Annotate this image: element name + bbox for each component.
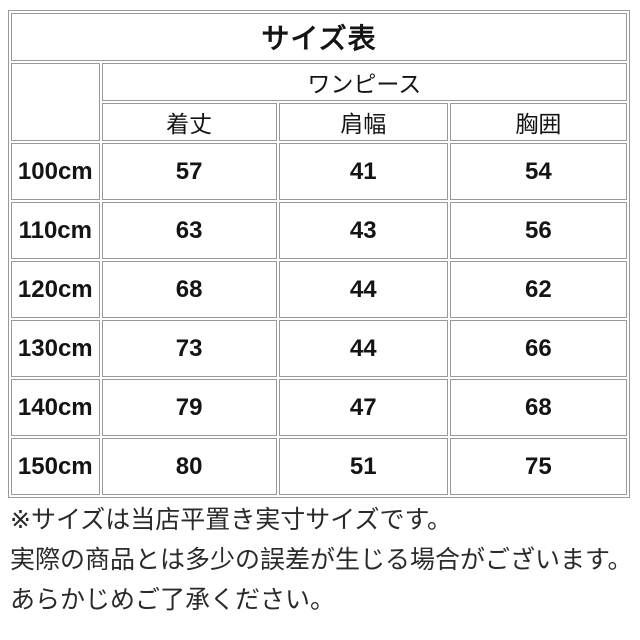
table-title: サイズ表	[11, 13, 627, 61]
measurement-value: 73	[101, 320, 277, 377]
size-chart-table: サイズ表 ワンピース 着丈 肩幅 胸囲 100cm 57 41 54 110cm 63 43…	[8, 10, 630, 498]
size-table-body: 100cm 57 41 54 110cm 63 43 56 120cm 68 44 62 130cm 73…	[11, 143, 627, 495]
table-row: 130cm 73 44 66	[11, 320, 627, 377]
title-row: サイズ表	[11, 13, 627, 61]
measurement-value: 43	[278, 202, 448, 259]
measurement-value: 44	[278, 320, 448, 377]
measurement-value: 66	[449, 320, 627, 377]
measurement-value: 54	[449, 143, 627, 200]
measurement-value: 57	[101, 143, 277, 200]
row-size-label: 100cm	[11, 143, 100, 200]
column-header-row: 着丈 肩幅 胸囲	[11, 103, 627, 141]
measurement-value: 80	[101, 438, 277, 495]
group-header-onepiece: ワンピース	[101, 63, 627, 101]
footnote-line-2: 実際の商品とは多少の誤差が生じる場合がございます。	[10, 546, 633, 574]
row-size-label: 150cm	[11, 438, 100, 495]
column-header-chest: 胸囲	[449, 103, 627, 141]
table-row: 100cm 57 41 54	[11, 143, 627, 200]
footnote-line-1: ※サイズは当店平置き実寸サイズです。	[10, 506, 452, 534]
row-size-label: 140cm	[11, 379, 100, 436]
table-row: 150cm 80 51 75	[11, 438, 627, 495]
group-header-row: ワンピース	[11, 63, 627, 141]
measurement-value: 51	[278, 438, 448, 495]
corner-empty-cell	[11, 63, 100, 141]
measurement-value: 68	[449, 379, 627, 436]
row-size-label: 110cm	[11, 202, 100, 259]
measurement-value: 79	[101, 379, 277, 436]
table-row: 140cm 79 47 68	[11, 379, 627, 436]
measurement-value: 75	[449, 438, 627, 495]
measurement-value: 62	[449, 261, 627, 318]
row-size-label: 120cm	[11, 261, 100, 318]
measurement-value: 68	[101, 261, 277, 318]
measurement-value: 41	[278, 143, 448, 200]
measurement-value: 47	[278, 379, 448, 436]
row-size-label: 130cm	[11, 320, 100, 377]
footnotes: ※サイズは当店平置き実寸サイズです。 実際の商品とは多少の誤差が生じる場合がござ…	[10, 500, 633, 620]
table-row: 120cm 68 44 62	[11, 261, 627, 318]
measurement-value: 56	[449, 202, 627, 259]
column-header-length: 着丈	[101, 103, 277, 141]
column-header-shoulder: 肩幅	[278, 103, 448, 141]
footnote-line-3: あらかじめご了承ください。	[10, 586, 336, 614]
measurement-value: 44	[278, 261, 448, 318]
table-row: 110cm 63 43 56	[11, 202, 627, 259]
measurement-value: 63	[101, 202, 277, 259]
